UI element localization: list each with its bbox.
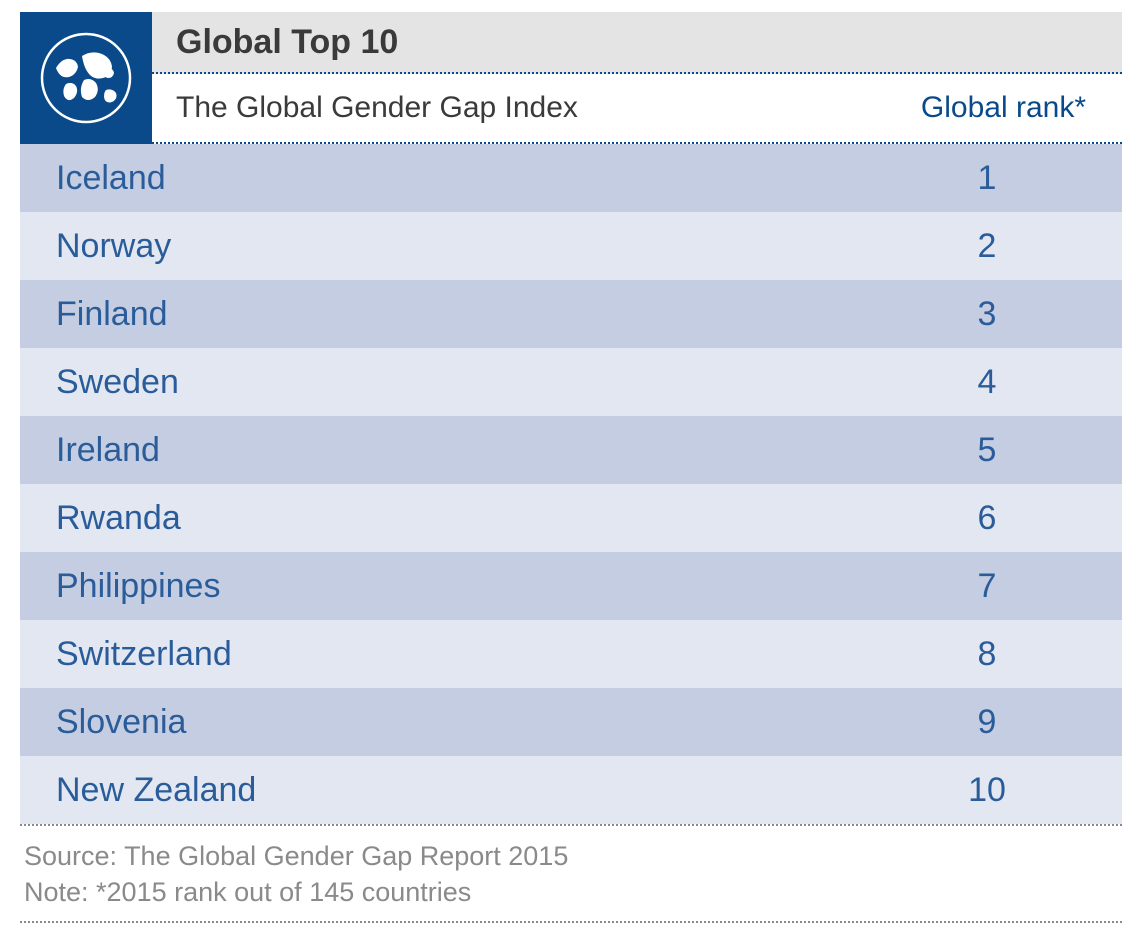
rank-value: 9: [962, 703, 1012, 742]
country-name: New Zealand: [56, 771, 256, 810]
country-name: Iceland: [56, 159, 166, 198]
footer: Source: The Global Gender Gap Report 201…: [20, 824, 1122, 923]
rank-value: 2: [962, 227, 1012, 266]
infographic-container: Global Top 10 The Global Gender Gap Inde…: [0, 0, 1142, 939]
country-name: Philippines: [56, 567, 220, 606]
table-row: Philippines 7: [20, 552, 1122, 620]
country-name: Slovenia: [56, 703, 186, 742]
globe-icon-box: [20, 12, 152, 144]
rank-value: 3: [962, 295, 1012, 334]
globe-icon: [36, 28, 136, 128]
rank-value: 8: [962, 635, 1012, 674]
table-row: Rwanda 6: [20, 484, 1122, 552]
table-row: Switzerland 8: [20, 620, 1122, 688]
title-bar: Global Top 10: [152, 12, 1122, 74]
note-text: Note: *2015 rank out of 145 countries: [24, 874, 1122, 910]
header: Global Top 10 The Global Gender Gap Inde…: [20, 12, 1122, 144]
page-title: Global Top 10: [176, 23, 398, 62]
country-name: Ireland: [56, 431, 160, 470]
table-row: Norway 2: [20, 212, 1122, 280]
ranking-rows: Iceland 1 Norway 2 Finland 3 Sweden 4 Ireland 5 Rw…: [20, 144, 1122, 824]
table-row: Slovenia 9: [20, 688, 1122, 756]
table-row: New Zealand 10: [20, 756, 1122, 824]
country-name: Sweden: [56, 363, 179, 402]
rank-value: 10: [962, 771, 1012, 810]
table-row: Iceland 1: [20, 144, 1122, 212]
rank-column-header: Global rank*: [886, 91, 1086, 125]
country-name: Norway: [56, 227, 171, 266]
index-name: The Global Gender Gap Index: [176, 91, 578, 125]
table-row: Sweden 4: [20, 348, 1122, 416]
subtitle-bar: The Global Gender Gap Index Global rank*: [152, 74, 1122, 144]
rank-value: 4: [962, 363, 1012, 402]
country-name: Finland: [56, 295, 168, 334]
country-name: Rwanda: [56, 499, 181, 538]
rank-value: 1: [962, 159, 1012, 198]
header-texts: Global Top 10 The Global Gender Gap Inde…: [152, 12, 1122, 144]
rank-value: 7: [962, 567, 1012, 606]
rank-value: 6: [962, 499, 1012, 538]
country-name: Switzerland: [56, 635, 232, 674]
table-row: Finland 3: [20, 280, 1122, 348]
rank-value: 5: [962, 431, 1012, 470]
source-text: Source: The Global Gender Gap Report 201…: [24, 838, 1122, 874]
table-row: Ireland 5: [20, 416, 1122, 484]
